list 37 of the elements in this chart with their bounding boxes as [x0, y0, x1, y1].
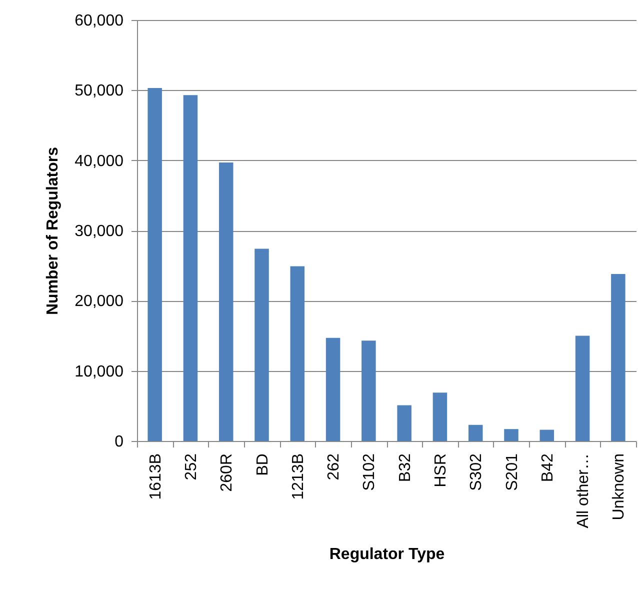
x-tick-label: B32 — [396, 453, 414, 482]
x-tick-label: B42 — [539, 453, 556, 482]
bar — [540, 430, 554, 441]
bar — [254, 248, 269, 441]
y-tick-label: 10,000 — [74, 363, 124, 380]
bar — [575, 336, 590, 441]
bar — [397, 405, 412, 441]
y-tick-label: 20,000 — [74, 293, 124, 310]
y-tick-label: 50,000 — [74, 82, 124, 100]
y-axis-title: Number of Regulators — [44, 146, 62, 316]
bar — [362, 340, 376, 441]
x-tick-label: Unknown — [610, 454, 628, 520]
y-tick-label: 0 — [114, 434, 124, 450]
x-axis-title: Regulator Type — [329, 546, 445, 564]
x-tick-label: 260R — [218, 454, 236, 492]
bar — [290, 266, 305, 441]
y-tick-label: 30,000 — [74, 223, 124, 240]
bar — [148, 88, 162, 441]
x-tick-label: HSR — [432, 454, 450, 488]
x-tick-label: S201 — [504, 453, 521, 491]
y-tick-label: 40,000 — [74, 152, 124, 170]
bar — [468, 424, 483, 441]
x-tick-label: BD — [254, 454, 272, 476]
x-tick-label: All other… — [575, 454, 592, 528]
x-tick-label: 1213B — [290, 454, 307, 500]
y-tick-label: 60,000 — [74, 12, 124, 30]
bar — [218, 162, 234, 441]
x-tick-label: 1613B — [147, 454, 164, 500]
bar — [504, 429, 518, 441]
bar — [432, 392, 448, 441]
x-tick-label: 262 — [326, 453, 343, 480]
x-tick-label: S302 — [468, 453, 486, 491]
bar — [183, 95, 198, 441]
bar — [326, 338, 340, 441]
x-tick-label: S102 — [361, 453, 378, 491]
bar — [611, 274, 626, 441]
x-tick-label: 252 — [182, 453, 200, 480]
